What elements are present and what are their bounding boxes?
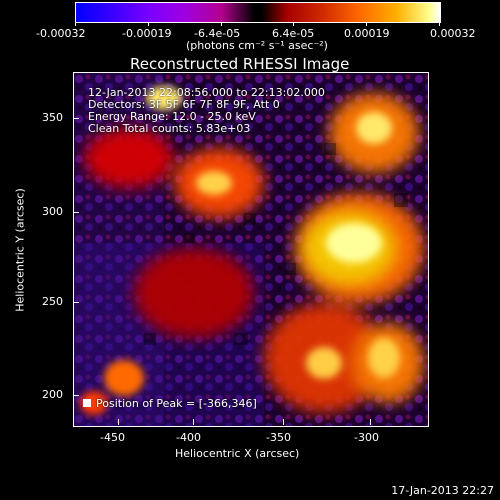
colorbar-tick [439, 22, 440, 26]
colorbar-tick-label: -0.00032 [36, 27, 86, 40]
colorbar-tick [366, 22, 367, 26]
x-major-tick [118, 419, 119, 425]
x-major-tick [370, 419, 371, 425]
x-axis-label: Heliocentric X (arcsec) [175, 447, 300, 460]
x-tick-label: -350 [266, 431, 291, 444]
colorbar-tick [75, 22, 76, 26]
timestamp: 17-Jan-2013 22:27 [391, 484, 494, 497]
detectors-label: Detectors: 3F 5F 6F 7F 8F 9F, Att 0 [88, 98, 280, 111]
colorbar-unit-label: (photons cm⁻² s⁻¹ asec⁻²) [186, 39, 328, 52]
y-axis-label: Heliocentric Y (arcsec) [13, 188, 27, 312]
colorbar-tick-label: -0.00019 [122, 27, 172, 40]
colorbar-tick [293, 22, 294, 26]
peak-marker [83, 399, 91, 407]
energy-range-label: Energy Range: 12.0 - 25.0 keV [88, 110, 256, 123]
y-major-tick [73, 118, 79, 119]
rhessi-image-plot: 12-Jan-2013 22:08:56.000 to 22:13:02.000… [73, 72, 429, 427]
colorbar-tick [221, 22, 222, 26]
y-major-tick [73, 302, 79, 303]
y-tick-label: 350 [42, 111, 63, 124]
time-range-label: 12-Jan-2013 22:08:56.000 to 22:13:02.000 [88, 86, 325, 99]
y-tick-label: 300 [42, 205, 63, 218]
y-major-tick [73, 212, 79, 213]
x-major-tick [193, 419, 194, 425]
rhessi-heatmap [74, 73, 428, 426]
x-tick-label: -450 [100, 431, 125, 444]
y-tick-label: 250 [42, 295, 63, 308]
colorbar-tick-label: 6.4e-05 [272, 27, 315, 40]
plot-title: Reconstructed RHESSI Image [130, 55, 350, 73]
x-major-tick [283, 419, 284, 425]
y-tick-label: 200 [42, 388, 63, 401]
y-major-tick [73, 395, 79, 396]
colorbar-tick [148, 22, 149, 26]
colorbar-tick-label: 0.00019 [344, 27, 390, 40]
x-tick-label: -400 [176, 431, 201, 444]
colorbar [75, 2, 441, 23]
colorbar-tick-label: 0.00032 [430, 27, 476, 40]
x-tick-label: -300 [354, 431, 379, 444]
peak-position-label: Position of Peak = [-366,346] [96, 397, 257, 410]
clean-total-counts-label: Clean Total counts: 5.83e+03 [88, 122, 251, 135]
colorbar-tick-label: -6.4e-05 [194, 27, 241, 40]
